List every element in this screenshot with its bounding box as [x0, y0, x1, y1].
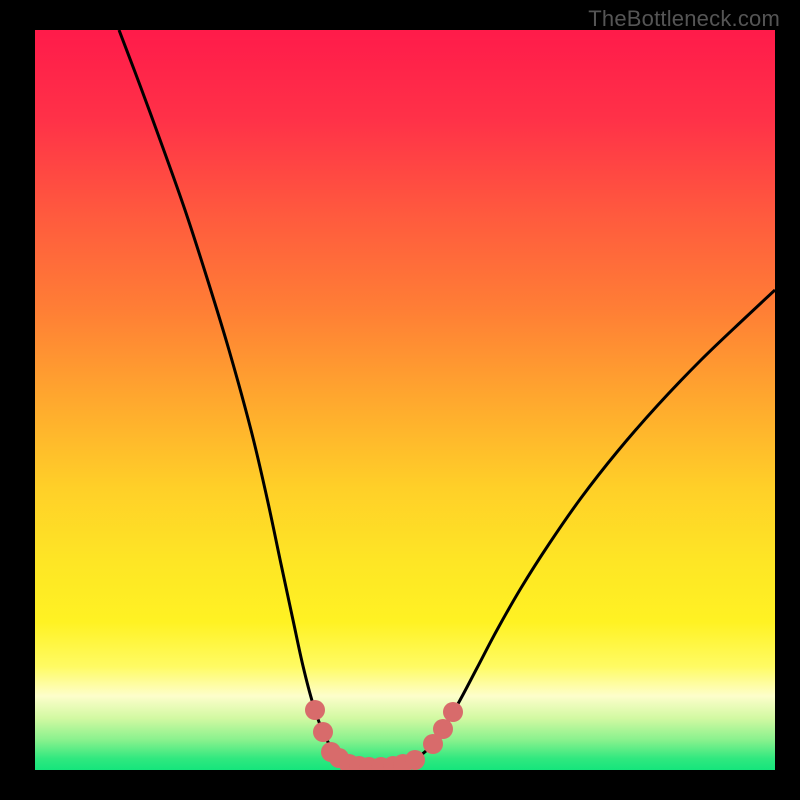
chart-overlay: [35, 30, 775, 770]
data-markers: [305, 700, 463, 770]
data-marker: [305, 700, 325, 720]
watermark-text: TheBottleneck.com: [588, 6, 780, 32]
curve-right-branch: [373, 290, 775, 767]
chart-plot-area: [35, 30, 775, 770]
data-marker: [433, 719, 453, 739]
data-marker: [313, 722, 333, 742]
data-marker: [443, 702, 463, 722]
data-marker: [405, 750, 425, 770]
curve-left-branch: [119, 30, 373, 767]
